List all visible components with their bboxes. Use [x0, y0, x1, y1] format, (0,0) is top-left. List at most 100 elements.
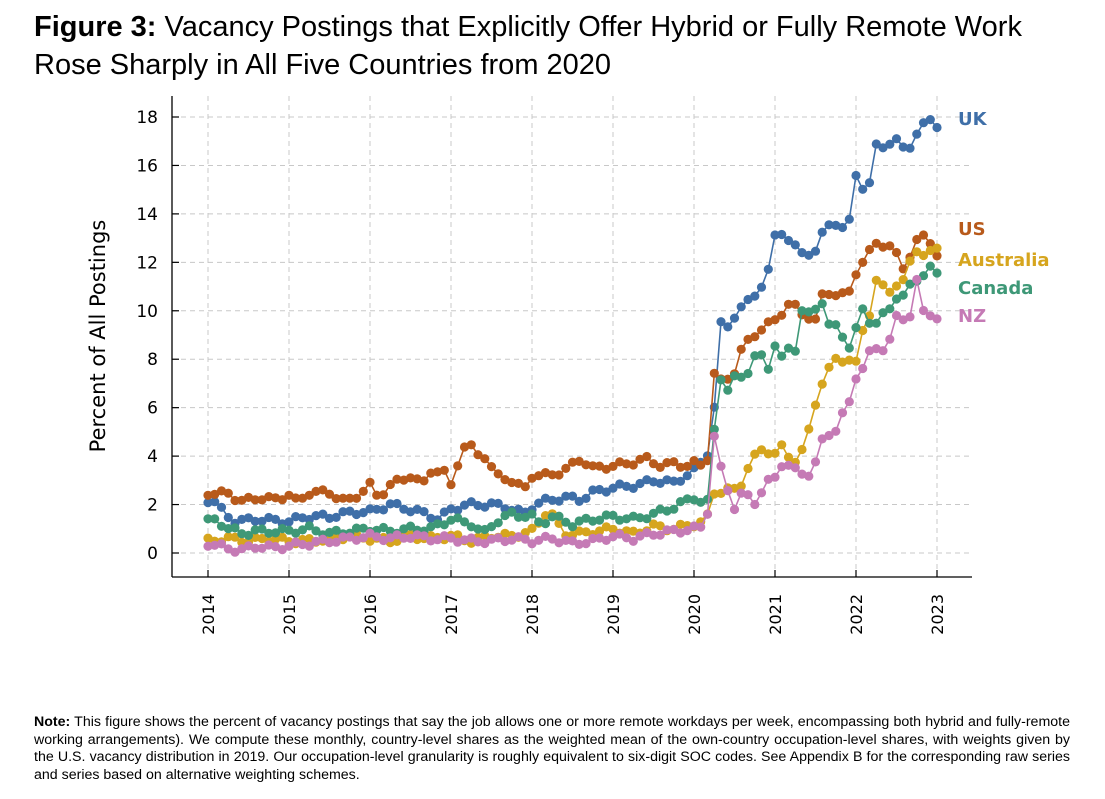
y-tick-label: 14 — [136, 205, 158, 225]
chart-series — [203, 115, 942, 557]
data-point-nz — [770, 472, 780, 482]
data-point-australia — [756, 445, 767, 455]
data-point-uk — [270, 514, 281, 525]
chart-axes: 0 2 4 6 8 10 12 14 16 18 2014 2015 2016 2017 2018 2019 2… — [86, 96, 972, 635]
x-tick-label: 2022 — [847, 594, 866, 635]
y-tick-label: 12 — [136, 253, 158, 273]
data-point-nz — [810, 457, 821, 467]
data-point-uk — [581, 493, 591, 503]
data-point-canada — [716, 375, 726, 385]
data-point-us — [783, 299, 794, 309]
x-tick-label: 2014 — [199, 594, 218, 635]
series-label-uk: UK — [958, 109, 988, 130]
y-tick-label: 4 — [147, 447, 158, 467]
data-point-canada — [891, 294, 902, 304]
data-point-us — [567, 457, 578, 467]
data-point-canada — [777, 351, 787, 361]
y-tick-label: 6 — [147, 399, 158, 419]
y-tick-label: 2 — [147, 496, 158, 516]
data-point-australia — [871, 275, 881, 285]
data-point-us — [304, 490, 314, 500]
data-point-canada — [304, 521, 314, 531]
data-point-canada — [858, 304, 868, 314]
series-label-australia: Australia — [958, 250, 1050, 271]
data-point-us — [588, 461, 598, 471]
data-point-us — [574, 456, 584, 466]
data-point-us — [918, 230, 929, 240]
data-point-uk — [480, 502, 490, 512]
data-point-canada — [459, 517, 470, 527]
data-point-australia — [898, 275, 908, 285]
data-point-us — [608, 461, 618, 471]
data-point-uk — [729, 313, 740, 323]
data-point-canada — [736, 372, 746, 382]
data-point-canada — [885, 304, 895, 314]
data-point-nz — [878, 346, 888, 356]
data-point-canada — [513, 512, 524, 522]
data-point-canada — [554, 511, 564, 521]
data-point-us — [318, 485, 328, 495]
data-point-canada — [270, 528, 281, 538]
data-point-canada — [432, 519, 443, 529]
remote-postings-line-chart: 0 2 4 6 8 10 12 14 16 18 2014 2015 2016 2017 2018 2019 2… — [86, 96, 1050, 635]
data-point-canada — [837, 332, 848, 342]
y-axis-title: Percent of All Postings — [86, 220, 110, 453]
data-point-canada — [291, 528, 301, 538]
data-point-uk — [837, 222, 848, 233]
figure-note: Note: This figure shows the percent of v… — [34, 714, 1070, 784]
data-point-uk — [891, 134, 902, 144]
data-point-nz — [750, 499, 760, 510]
data-point-australia — [655, 521, 665, 531]
series-australia — [203, 243, 942, 549]
data-point-nz — [756, 488, 767, 498]
data-point-nz — [912, 274, 922, 285]
data-point-canada — [486, 522, 497, 532]
data-point-nz — [628, 536, 638, 546]
x-tick-label: 2018 — [523, 594, 542, 635]
data-point-uk — [318, 509, 328, 519]
data-point-us — [250, 495, 260, 505]
data-point-canada — [601, 510, 611, 520]
note-label: Note: — [34, 714, 71, 730]
data-point-nz — [790, 463, 800, 473]
data-point-canada — [540, 519, 551, 529]
data-point-canada — [642, 514, 652, 524]
data-point-uk — [567, 491, 578, 501]
data-point-us — [358, 486, 368, 496]
data-point-australia — [804, 424, 814, 434]
data-point-canada — [810, 304, 821, 314]
data-point-nz — [723, 486, 733, 496]
data-point-uk — [466, 497, 476, 507]
data-point-nz — [392, 530, 402, 540]
data-point-nz — [716, 461, 726, 471]
data-point-us — [372, 490, 382, 500]
data-point-nz — [891, 310, 902, 321]
data-point-us — [871, 238, 881, 248]
data-point-us — [507, 477, 517, 488]
data-point-uk — [736, 302, 746, 312]
x-tick-label: 2015 — [280, 594, 299, 635]
data-point-uk — [250, 516, 260, 526]
data-point-canada — [709, 424, 719, 434]
data-point-nz — [358, 533, 368, 543]
data-point-canada — [702, 494, 713, 504]
data-point-us — [365, 477, 375, 487]
data-point-uk — [858, 184, 868, 194]
data-point-canada — [756, 350, 767, 360]
data-point-nz — [257, 543, 267, 553]
data-point-uk — [331, 512, 341, 523]
data-point-canada — [257, 524, 267, 534]
data-point-nz — [230, 547, 240, 557]
series-label-canada: Canada — [958, 278, 1033, 299]
data-point-us — [338, 493, 348, 503]
data-point-us — [257, 495, 267, 505]
data-point-us — [473, 450, 483, 460]
data-point-canada — [635, 513, 645, 523]
data-point-canada — [932, 268, 942, 278]
data-point-australia — [520, 528, 530, 538]
data-point-canada — [743, 368, 753, 379]
data-point-nz — [372, 532, 382, 542]
data-point-nz — [885, 334, 895, 344]
chart-series-labels: UK US Australia Canada NZ — [958, 109, 1050, 327]
data-point-nz — [729, 504, 740, 515]
